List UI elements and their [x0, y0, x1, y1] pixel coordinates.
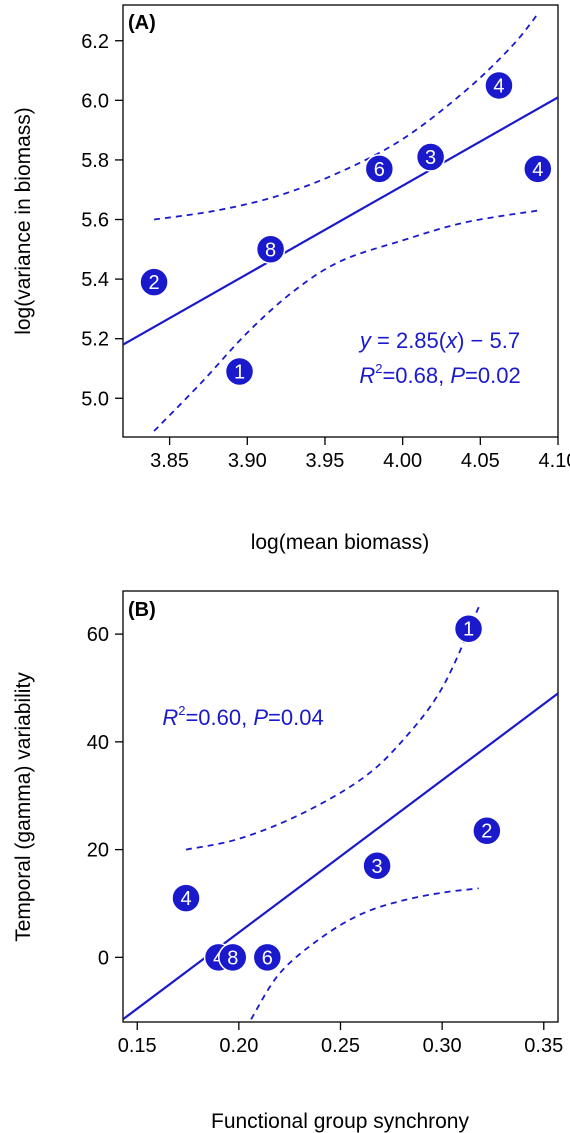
data-point-label: 1 [234, 361, 245, 383]
data-point [139, 267, 169, 297]
x-tick-label: 0.25 [321, 1035, 360, 1057]
x-tick-label: 3.90 [228, 450, 267, 472]
x-ticks: 0.15 0.20 0.25 0.30 0.35 [118, 1022, 563, 1057]
y-tick-label: 6.0 [81, 90, 109, 112]
data-point-label: 3 [425, 147, 436, 169]
data-point [171, 883, 201, 913]
plot-frame [122, 590, 559, 1023]
y-tick-label: 5.4 [81, 269, 109, 291]
x-tick-label: 0.15 [118, 1035, 157, 1057]
y-tick-label: 40 [87, 732, 109, 754]
data-point [255, 234, 286, 265]
data-point [484, 70, 514, 101]
x-axis-label: log(mean biomass) [251, 531, 430, 554]
data-point-label: 1 [463, 619, 474, 641]
data-point-label: 3 [372, 856, 383, 878]
y-axis-label: log(variance in biomass) [12, 107, 35, 335]
x-tick-label: 3.95 [305, 450, 344, 472]
regression-equation: y = 2.85(x) − 5.7 [358, 328, 520, 353]
data-point [218, 942, 248, 973]
data-points: 2 1 8 6 3 4 4 [139, 70, 553, 387]
data-point-label: 4 [532, 159, 543, 181]
panel-label: (B) [128, 599, 156, 621]
data-point [415, 142, 446, 172]
ci-upper-band [153, 13, 539, 221]
data-point-label: 8 [227, 947, 238, 969]
data-point-label: 4 [180, 888, 191, 910]
y-tick-label: 5.6 [81, 210, 109, 232]
data-point-label: 2 [149, 272, 160, 294]
data-point [523, 154, 553, 184]
ci-upper-band [185, 606, 480, 851]
x-tick-label: 0.30 [423, 1035, 462, 1057]
y-tick-label: 60 [87, 624, 109, 646]
regression-line [123, 692, 558, 1021]
regression-line [123, 96, 558, 346]
x-tick-label: 4.05 [461, 450, 500, 472]
fit-statistics: R2=0.60, P=0.04 [162, 703, 323, 730]
data-point [252, 942, 283, 973]
x-tick-label: 4.10 [539, 450, 570, 472]
x-axis-label: Functional group synchrony [211, 1110, 469, 1133]
confidence-bands [185, 606, 480, 1020]
data-point [362, 851, 392, 881]
ci-lower-band [153, 209, 538, 432]
data-point-label: 6 [262, 947, 273, 969]
x-tick-label: 0.20 [219, 1035, 258, 1057]
plot-frame [122, 4, 559, 438]
x-tick-label: 4.00 [383, 450, 422, 472]
y-tick-label: 6.2 [81, 31, 109, 53]
data-points: 1234486 [171, 613, 502, 973]
data-point [453, 613, 484, 644]
x-tick-label: 0.35 [524, 1035, 563, 1057]
panel-a: 3.85 3.90 3.95 4.00 4.05 4.10 5.0 5.2 5.4 5.6 5.8… [12, 4, 570, 554]
data-point-label: 6 [374, 159, 385, 181]
y-tick-label: 5.8 [81, 150, 109, 172]
y-axis-label: Temporal (gamma) variability [12, 672, 35, 942]
data-point [364, 154, 395, 184]
panel-label: (A) [128, 12, 156, 34]
data-point [472, 815, 502, 846]
data-point-label: 4 [493, 75, 504, 97]
fit-line [123, 96, 558, 346]
data-point [224, 356, 255, 387]
fit-statistics: R2=0.68, P=0.02 [359, 361, 520, 388]
y-tick-label: 0 [98, 947, 109, 969]
data-point-label: 2 [481, 821, 492, 843]
fit-line [123, 692, 558, 1021]
y-tick-label: 5.2 [81, 329, 109, 351]
y-tick-label: 20 [87, 840, 109, 862]
x-tick-label: 3.85 [150, 450, 189, 472]
y-ticks: 0 20 40 60 [87, 624, 123, 969]
y-tick-label: 5.0 [81, 388, 109, 410]
x-ticks: 3.85 3.90 3.95 4.00 4.05 4.10 [150, 437, 570, 472]
y-ticks: 5.0 5.2 5.4 5.6 5.8 6.0 6.2 [81, 31, 123, 410]
data-point-label: 8 [265, 239, 276, 261]
ci-lower-band [250, 887, 479, 1020]
